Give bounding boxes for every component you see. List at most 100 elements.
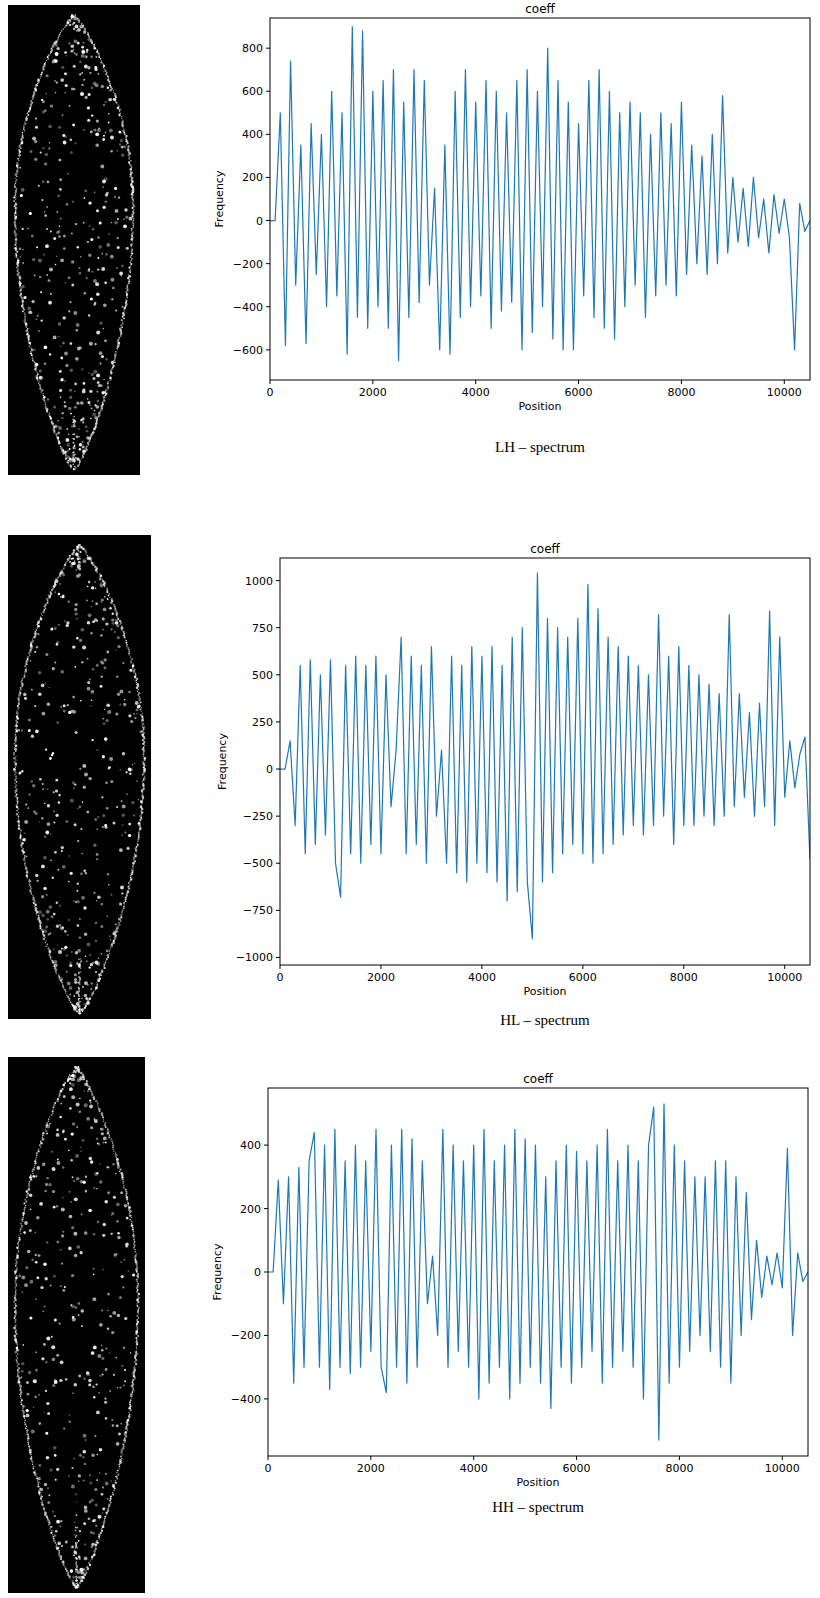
leaf-vein-dot <box>115 621 119 625</box>
leaf-vein-dot <box>69 301 71 303</box>
leaf-edge-dot <box>94 47 96 49</box>
leaf-edge-dot <box>16 797 18 799</box>
y-tick-label: 400 <box>242 128 263 141</box>
leaf-edge-dot <box>15 235 17 237</box>
leaf-stalk-dot <box>72 442 74 444</box>
leaf-vein-dot <box>87 943 91 947</box>
leaf-vein-dot <box>121 146 124 149</box>
leaf-vein-dot <box>88 314 90 316</box>
leaf-image <box>8 5 140 475</box>
leaf-vein-dot <box>87 66 90 69</box>
leaf-vein-dot <box>67 934 68 935</box>
leaf-vein-dot <box>100 634 103 637</box>
leaf-vein-dot <box>93 844 96 847</box>
leaf-edge-dot <box>57 439 59 441</box>
leaf-edge-dot <box>32 638 34 640</box>
leaf-vein-dot <box>126 247 129 250</box>
leaf-edge-dot <box>45 942 46 943</box>
leaf-vein-dot <box>118 197 120 199</box>
leaf-vein-dot <box>102 328 104 330</box>
leaf-vein-dot <box>82 801 84 803</box>
leaf-vein-dot <box>114 631 115 632</box>
leaf-edge-dot <box>110 602 113 605</box>
leaf-vein-dot <box>64 351 68 355</box>
leaf-vein-dot <box>66 428 68 430</box>
leaf-edge-dot <box>32 356 33 357</box>
leaf-vein-dot <box>49 905 53 909</box>
leaf-vein-dot <box>85 956 86 957</box>
leaf-vein-dot <box>69 458 72 461</box>
leaf-edge-dot <box>15 181 17 183</box>
leaf-edge-dot <box>118 114 120 116</box>
leaf-edge-dot <box>134 676 136 678</box>
leaf-vein-dot <box>112 613 114 615</box>
leaf-vein-dot <box>70 872 73 875</box>
leaf-vein-dot <box>85 872 87 874</box>
leaf-vein-dot <box>105 358 108 361</box>
leaf-vein-dot <box>89 225 91 227</box>
leaf-edge-dot <box>120 324 122 326</box>
leaf-vein-dot <box>90 705 92 707</box>
leaf-edge-dot <box>15 202 16 203</box>
leaf-vein-dot <box>102 186 104 188</box>
leaf-edge-dot <box>98 55 100 57</box>
leaf-vein-dot <box>105 194 107 196</box>
leaf-vein-dot <box>108 705 110 707</box>
leaf-vein-dot <box>74 52 76 54</box>
leaf-vein-dot <box>71 44 75 48</box>
leaf-vein-dot <box>113 822 116 825</box>
leaf-edge-dot <box>34 361 36 363</box>
leaf-edge-dot <box>38 383 39 384</box>
leaf-vein-dot <box>63 235 66 238</box>
leaf-edge-dot <box>139 828 141 830</box>
leaf-edge-dot <box>18 160 19 161</box>
leaf-vein-dot <box>119 131 122 134</box>
leaf-edge-dot <box>121 326 123 328</box>
leaf-edge-dot <box>19 691 21 693</box>
leaf-vein-dot <box>46 228 48 230</box>
leaf-edge-dot <box>132 198 134 200</box>
leaf-edge-dot <box>37 80 40 83</box>
leaf-edge-dot <box>30 886 31 887</box>
leaf-vein-dot <box>104 177 108 181</box>
leaf-vein-dot <box>41 895 44 898</box>
leaf-edge-dot <box>20 687 22 689</box>
leaf-vein-dot <box>91 373 94 376</box>
y-tick-label: 800 <box>242 42 263 55</box>
leaf-stalk-dot <box>79 1007 81 1009</box>
leaf-vein-dot <box>19 167 21 169</box>
leaf-edge-dot <box>113 90 114 91</box>
leaf-vein-dot <box>49 595 51 597</box>
leaf-vein-dot <box>96 853 99 856</box>
leaf-edge-dot <box>29 346 31 348</box>
leaf-edge-dot <box>108 81 110 83</box>
leaf-edge-dot <box>143 756 144 757</box>
leaf-vein-dot <box>79 25 83 29</box>
leaf-vein-dot <box>99 578 102 581</box>
leaf-vein-dot <box>58 624 60 626</box>
leaf-edge-dot <box>23 125 24 126</box>
leaf-stalk-dot <box>79 1009 81 1011</box>
leaf-edge-dot <box>20 148 22 150</box>
leaf-edge-dot <box>68 998 70 1000</box>
leaf-vein-dot <box>56 231 59 234</box>
leaf-edge-dot <box>24 130 25 131</box>
leaf-edge-dot <box>102 402 104 404</box>
leaf-edge-dot <box>40 924 42 926</box>
leaf-vein-dot <box>34 158 37 161</box>
leaf-edge-dot <box>125 898 127 900</box>
leaf-vein-dot <box>86 49 89 52</box>
leaf-edge-dot <box>30 100 32 102</box>
leaf-edge-dot <box>127 284 129 286</box>
leaf-vein-dot <box>60 706 62 708</box>
leaf-vein-dot <box>84 65 88 69</box>
leaf-vein-dot <box>27 228 29 230</box>
leaf-vein-dot <box>104 339 107 342</box>
leaf-vein-dot <box>74 608 77 611</box>
leaf-vein-dot <box>46 206 48 208</box>
leaf-edge-dot <box>131 873 134 876</box>
leaf-edge-dot <box>131 230 132 231</box>
leaf-vein-dot <box>100 584 104 588</box>
leaf-vein-dot <box>77 42 80 45</box>
leaf-vein-dot <box>117 246 120 249</box>
